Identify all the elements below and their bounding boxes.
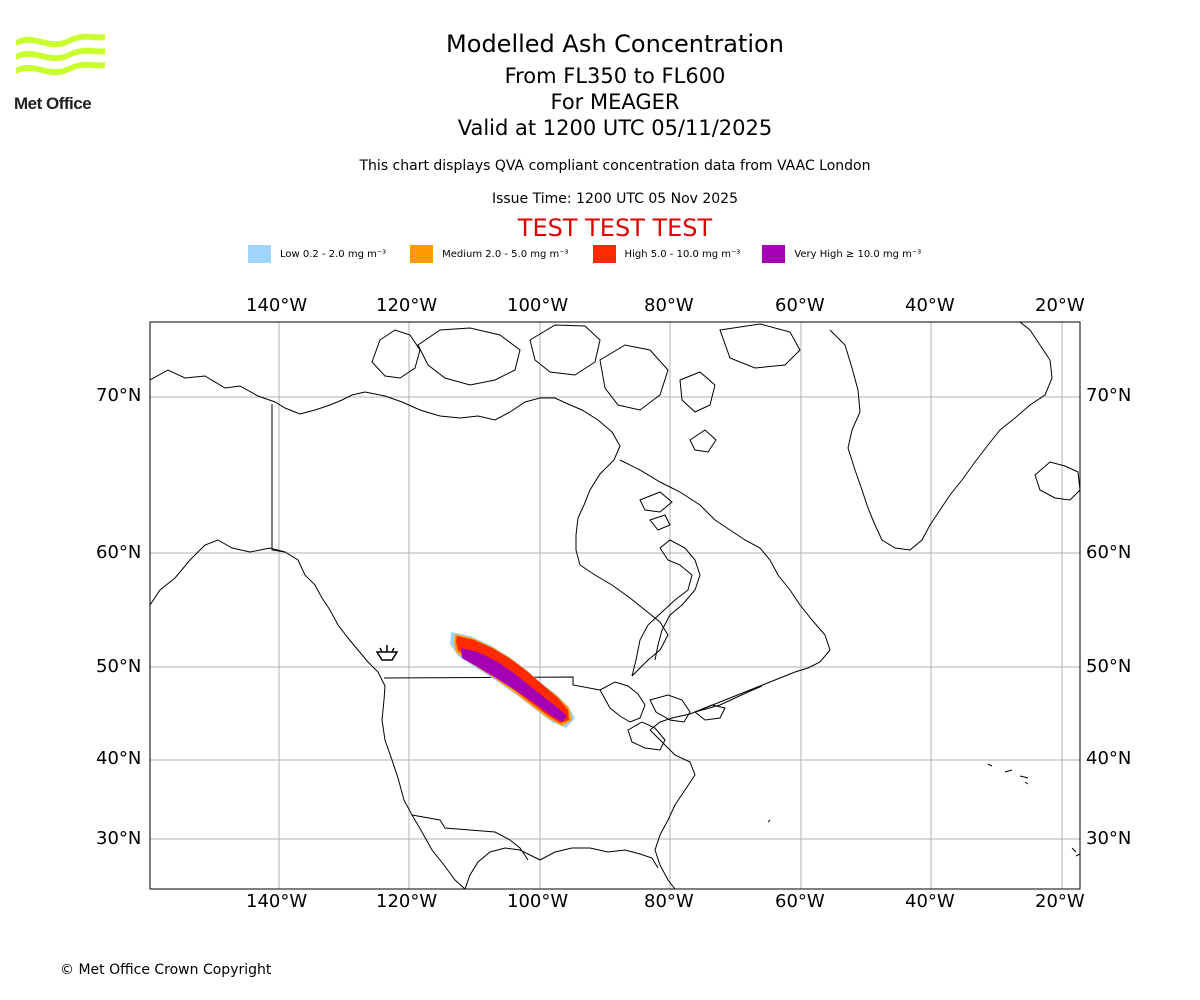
ash-plume <box>450 632 575 728</box>
legend-item-low: Low 0.2 - 2.0 mg m⁻³ <box>248 245 386 263</box>
legend-item-high: High 5.0 - 10.0 mg m⁻³ <box>592 245 741 263</box>
lat-tick-right-40n: 40°N <box>1086 748 1132 769</box>
lat-tick-left-50n: 50°N <box>96 656 142 677</box>
coastline-iceland <box>1034 461 1080 501</box>
legend-swatch-low <box>248 245 271 263</box>
coastline-gulf <box>464 847 659 889</box>
lon-tick-top-20w: 20°W <box>1035 295 1085 316</box>
lon-tick-bottom-100w: 100°W <box>507 891 569 912</box>
issue-time: Issue Time: 1200 UTC 05 Nov 2025 <box>491 191 739 207</box>
legend-item-very-high: Very High ≥ 10.0 mg m⁻³ <box>762 245 921 263</box>
plume-very-high <box>461 648 567 722</box>
met-office-logo: Met Office <box>14 30 109 114</box>
map-gridlines <box>150 322 1080 889</box>
legend-label-low: Low 0.2 - 2.0 mg m⁻³ <box>280 248 387 260</box>
coastline-hudson-labrador <box>619 459 831 731</box>
coastline-greenland <box>829 322 1053 551</box>
lon-tick-bottom-140w: 140°W <box>246 891 308 912</box>
lon-tick-bottom-20w: 20°W <box>1035 891 1085 912</box>
border-alaska-canada <box>271 404 286 553</box>
volcano-name: For MEAGER <box>550 90 680 114</box>
legend-label-high: High 5.0 - 10.0 mg m⁻³ <box>624 248 741 260</box>
qva-note: This chart displays QVA compliant concen… <box>359 158 871 174</box>
lon-tick-top-40w: 40°W <box>905 295 955 316</box>
lat-tick-left-60n: 60°N <box>96 542 142 563</box>
lon-tick-top-120w: 120°W <box>376 295 438 316</box>
coastline-arctic <box>364 391 669 677</box>
valid-time: Valid at 1200 UTC 05/11/2025 <box>457 116 773 140</box>
legend-swatch-very-high <box>762 245 786 263</box>
border-us-canada <box>383 676 763 713</box>
legend-label-very-high: Very High ≥ 10.0 mg m⁻³ <box>794 248 922 260</box>
lat-tick-left-30n: 30°N <box>96 828 142 849</box>
met-office-waves-icon <box>16 33 105 76</box>
lon-tick-bottom-80w: 80°W <box>644 891 694 912</box>
coastline-atlantic <box>649 729 696 889</box>
chart-title: Modelled Ash Concentration <box>446 30 784 58</box>
lat-tick-left-40n: 40°N <box>96 748 142 769</box>
coastlines <box>150 322 1080 889</box>
copyright: © Met Office Crown Copyright <box>60 962 272 978</box>
lon-tick-top-100w: 100°W <box>507 295 569 316</box>
coastline-arctic-islands <box>371 323 801 531</box>
lon-tick-bottom-60w: 60°W <box>775 891 825 912</box>
map-frame <box>149 321 1081 890</box>
legend-item-medium: Medium 2.0 - 5.0 mg m⁻³ <box>410 245 569 263</box>
coastline-hudson-bay <box>631 539 701 677</box>
lon-tick-bottom-40w: 40°W <box>905 891 955 912</box>
lat-tick-right-50n: 50°N <box>1086 656 1132 677</box>
legend-label-medium: Medium 2.0 - 5.0 mg m⁻³ <box>442 248 569 260</box>
legend-swatch-high <box>592 245 616 263</box>
flight-level-range: From FL350 to FL600 <box>504 64 726 88</box>
lat-tick-left-70n: 70°N <box>96 385 142 406</box>
lat-tick-right-60n: 60°N <box>1086 542 1132 563</box>
coastline-azores <box>987 763 1029 785</box>
lat-tick-right-30n: 30°N <box>1086 828 1132 849</box>
coastline-great-lakes <box>599 681 726 751</box>
lon-tick-bottom-120w: 120°W <box>376 891 438 912</box>
concentration-legend: Low 0.2 - 2.0 mg m⁻³ Medium 2.0 - 5.0 mg… <box>248 244 921 264</box>
lon-tick-top-140w: 140°W <box>246 295 308 316</box>
coastline-pacific <box>150 369 466 889</box>
lon-tick-top-80w: 80°W <box>644 295 694 316</box>
volcano-marker-icon <box>375 645 399 661</box>
lon-tick-top-60w: 60°W <box>775 295 825 316</box>
border-us-mexico <box>411 814 529 861</box>
met-office-logo-text: Met Office <box>14 94 92 113</box>
test-banner: TEST TEST TEST <box>517 214 713 242</box>
coastline-bermuda <box>767 819 771 823</box>
coastline-canaries <box>1071 847 1080 857</box>
lat-tick-right-70n: 70°N <box>1086 385 1132 406</box>
legend-swatch-medium <box>410 245 434 263</box>
